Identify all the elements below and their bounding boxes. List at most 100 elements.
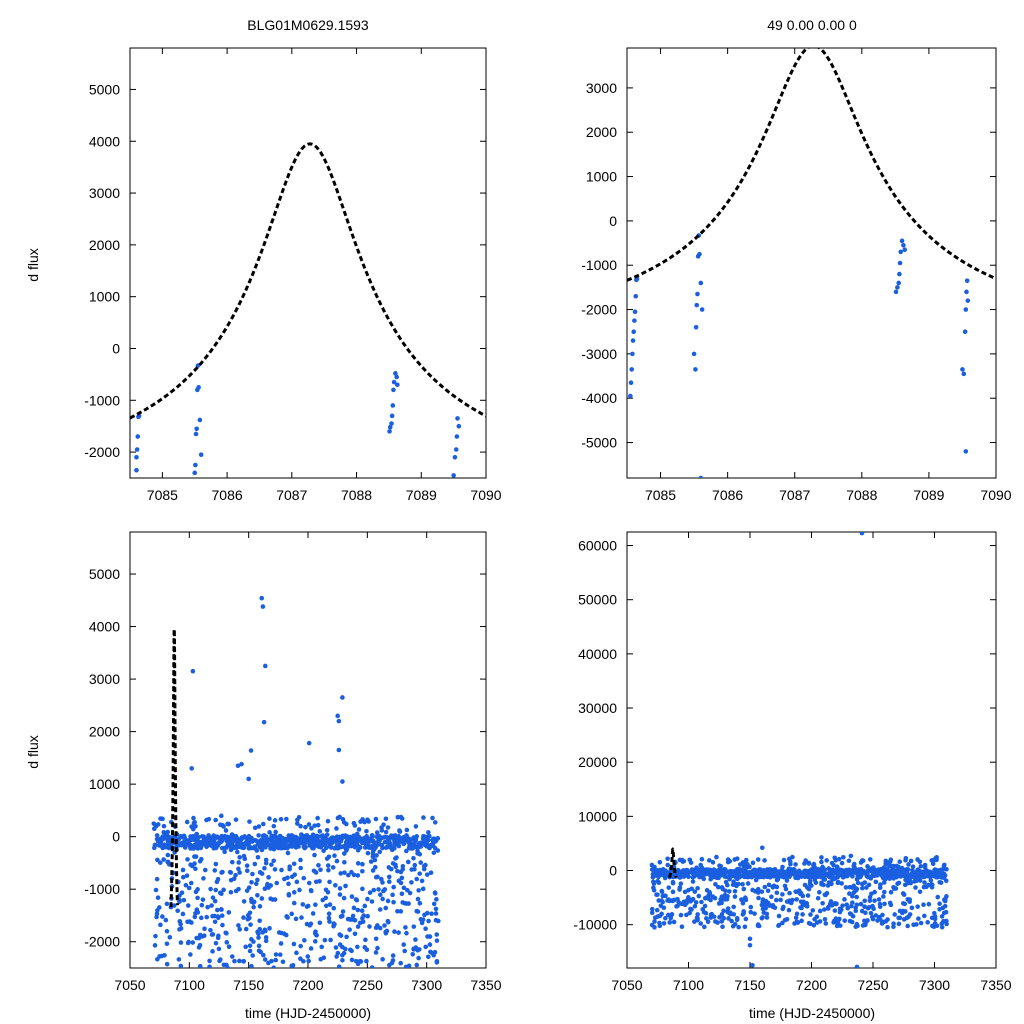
data-point — [714, 854, 719, 860]
data-point — [189, 920, 194, 925]
data-point — [160, 816, 165, 822]
data-point — [405, 859, 411, 865]
data-point — [628, 380, 634, 385]
data-point — [649, 910, 655, 916]
data-point — [963, 449, 969, 454]
data-point — [922, 862, 928, 868]
data-point — [215, 907, 220, 913]
data-point — [896, 280, 902, 286]
data-point — [778, 897, 783, 903]
x-tick-label: 7088 — [846, 487, 877, 503]
data-point — [786, 907, 792, 913]
data-point — [180, 874, 186, 880]
y-tick-label: 0 — [112, 829, 120, 845]
data-point — [411, 855, 416, 861]
data-point — [892, 912, 898, 917]
data-point — [298, 943, 303, 949]
data-point — [910, 864, 916, 869]
data-point — [788, 861, 793, 867]
data-point — [152, 943, 158, 948]
data-point — [272, 818, 278, 823]
y-tick-label: 5000 — [89, 81, 120, 97]
data-point — [432, 820, 438, 825]
data-point — [154, 876, 160, 882]
data-point — [387, 424, 393, 430]
data-point — [632, 309, 638, 315]
data-point — [698, 280, 704, 286]
data-point — [454, 434, 460, 439]
data-point — [942, 897, 948, 903]
data-point — [235, 849, 240, 855]
data-point — [213, 861, 219, 867]
data-point — [661, 905, 667, 911]
data-point — [859, 532, 865, 536]
data-point — [360, 868, 365, 874]
data-point — [903, 857, 908, 863]
data-point — [386, 874, 392, 880]
data-point — [800, 912, 805, 917]
data-point — [839, 860, 845, 866]
data-point — [391, 379, 397, 385]
data-point — [255, 854, 261, 860]
data-point — [247, 948, 253, 954]
data-point — [433, 911, 439, 916]
data-point — [269, 862, 274, 867]
data-point — [343, 946, 348, 952]
data-point — [250, 871, 255, 877]
data-point — [158, 922, 163, 928]
data-point — [794, 897, 799, 902]
data-point — [164, 901, 170, 907]
data-point — [412, 862, 418, 868]
title-right: 49 0.00 0.00 0 — [767, 17, 857, 33]
data-point — [358, 959, 364, 964]
data-point — [225, 965, 230, 968]
x-tick-label: 7300 — [919, 977, 950, 993]
data-point — [865, 869, 871, 875]
data-point — [837, 923, 843, 928]
data-point — [433, 906, 439, 912]
data-point — [663, 893, 668, 899]
data-point — [702, 924, 707, 930]
data-point — [396, 930, 401, 935]
data-point — [866, 882, 872, 888]
data-point — [221, 824, 226, 829]
data-point — [188, 952, 193, 957]
data-point — [962, 329, 968, 335]
data-point — [327, 902, 333, 907]
data-point — [212, 919, 218, 925]
data-point — [727, 858, 733, 864]
data-point — [865, 918, 870, 923]
data-point — [154, 833, 160, 838]
data-point — [164, 928, 170, 934]
data-point — [331, 905, 337, 911]
data-point — [866, 865, 872, 871]
data-point — [804, 901, 810, 906]
data-point — [286, 881, 291, 887]
data-point — [219, 813, 224, 819]
data-point — [909, 905, 915, 911]
data-point — [656, 880, 662, 886]
data-point — [186, 885, 192, 891]
data-point — [262, 957, 268, 962]
plot-area — [151, 595, 441, 968]
title-left: BLG01M0629.1593 — [247, 17, 369, 33]
data-point — [209, 903, 214, 908]
data-point — [398, 880, 404, 886]
data-point — [661, 921, 667, 926]
data-point — [896, 880, 902, 886]
data-point — [308, 921, 314, 927]
data-point — [783, 886, 789, 892]
data-point — [395, 908, 400, 914]
data-point — [326, 854, 332, 860]
data-point — [732, 888, 738, 894]
data-point — [267, 830, 272, 835]
data-point — [665, 856, 670, 862]
data-point — [202, 926, 207, 932]
data-point — [394, 855, 399, 860]
data-point — [333, 945, 339, 950]
data-point — [762, 858, 767, 863]
data-point — [395, 382, 400, 388]
data-point — [630, 338, 636, 343]
data-point — [192, 819, 198, 825]
